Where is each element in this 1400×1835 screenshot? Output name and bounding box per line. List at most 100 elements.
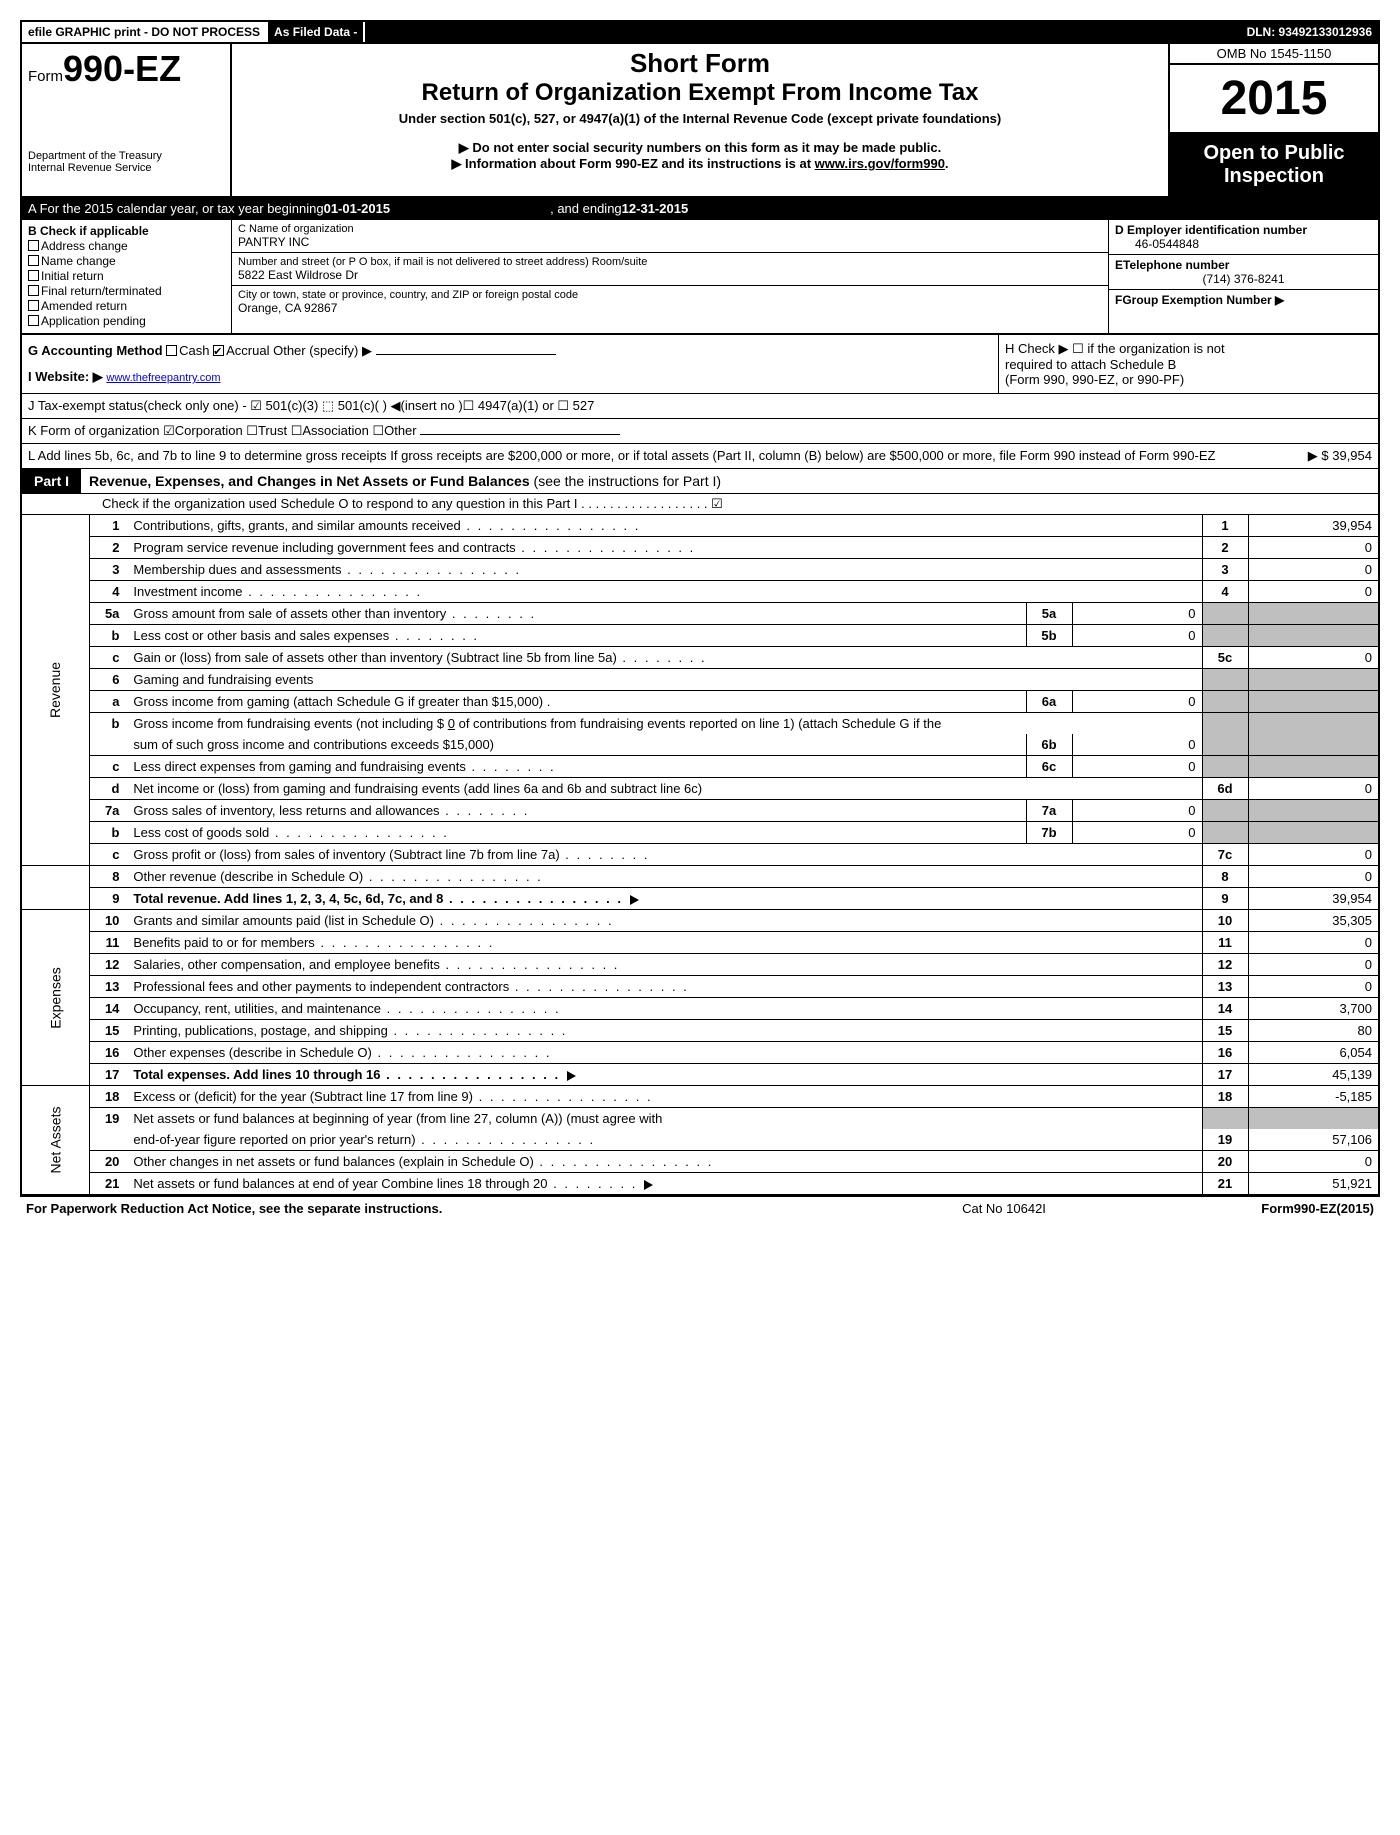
org-name-row: C Name of organization PANTRY INC	[232, 220, 1108, 253]
ein-value: 46-0544848	[1115, 237, 1199, 251]
chk-address-change[interactable]: Address change	[28, 239, 225, 253]
footer-right: Form990-EZ(2015)	[1154, 1201, 1374, 1216]
note-info: ▶ Information about Form 990-EZ and its …	[240, 156, 1160, 172]
row-a-pre: A For the 2015 calendar year, or tax yea…	[28, 201, 324, 216]
tax-exempt-status: J Tax-exempt status(check only one) - ☑ …	[22, 394, 1378, 419]
line-9: 9 Total revenue. Add lines 1, 2, 3, 4, 5…	[22, 888, 1378, 910]
line-11: 11 Benefits paid to or for members 110	[22, 932, 1378, 954]
row-a-tax-year: A For the 2015 calendar year, or tax yea…	[22, 198, 1378, 220]
schedule-b-check: H Check ▶ ☐ if the organization is not r…	[998, 335, 1378, 393]
line-15: 15 Printing, publications, postage, and …	[22, 1020, 1378, 1042]
dln-number: DLN: 93492133012936	[1241, 22, 1378, 42]
chk-final-return[interactable]: Final return/terminated	[28, 284, 225, 298]
arrow-icon	[630, 895, 639, 905]
website-link[interactable]: www.thefreepantry.com	[106, 372, 220, 384]
form-header: Form990-EZ Department of the Treasury In…	[22, 44, 1378, 198]
efile-notice: efile GRAPHIC print - DO NOT PROCESS	[22, 22, 266, 42]
h-line1: H Check ▶ ☐ if the organization is not	[1005, 341, 1372, 357]
org-city-row: City or town, state or province, country…	[232, 286, 1108, 318]
line-13: 13 Professional fees and other payments …	[22, 976, 1378, 998]
side-net-assets: Net Assets	[22, 1086, 89, 1195]
header-right: OMB No 1545-1150 2015 Open to Public Ins…	[1168, 44, 1378, 196]
phone-label: ETelephone number	[1115, 258, 1229, 272]
line-5b: b Less cost or other basis and sales exp…	[22, 625, 1378, 647]
side-expenses: Expenses	[22, 910, 89, 1086]
form-number: Form990-EZ	[28, 48, 224, 90]
chk-application-pending[interactable]: Application pending	[28, 314, 225, 328]
line-6: 6 Gaming and fundraising events	[22, 669, 1378, 691]
org-name-label: C Name of organization	[238, 223, 1102, 235]
page-footer: For Paperwork Reduction Act Notice, see …	[20, 1197, 1380, 1220]
phone-row: ETelephone number (714) 376-8241	[1109, 255, 1378, 290]
org-addr-label: Number and street (or P O box, if mail i…	[238, 256, 1102, 268]
line-6a: a Gross income from gaming (attach Sched…	[22, 691, 1378, 713]
row-l-amount: ▶ $ 39,954	[1232, 448, 1372, 464]
line-19a: 19 Net assets or fund balances at beginn…	[22, 1108, 1378, 1130]
line-4: 4 Investment income 40	[22, 581, 1378, 603]
ein-label: D Employer identification number	[1115, 223, 1307, 237]
line-19b: end-of-year figure reported on prior yea…	[22, 1129, 1378, 1151]
form-990ez-page: efile GRAPHIC print - DO NOT PROCESS As …	[20, 20, 1380, 1197]
as-filed-label: As Filed Data -	[266, 22, 365, 42]
line-6d: d Net income or (loss) from gaming and f…	[22, 778, 1378, 800]
line-7a: 7a Gross sales of inventory, less return…	[22, 800, 1378, 822]
ein-row: D Employer identification number 46-0544…	[1109, 220, 1378, 255]
other-specify-line	[376, 354, 556, 355]
arrow-icon	[567, 1071, 576, 1081]
col-c: C Name of organization PANTRY INC Number…	[232, 220, 1108, 333]
row-gh: G Accounting Method Cash Accrual Other (…	[22, 335, 1378, 394]
form-no-big: 990-EZ	[63, 48, 181, 89]
chk-accrual[interactable]	[213, 345, 224, 356]
line-6b-top: b Gross income from fundraising events (…	[22, 713, 1378, 735]
note-info-post: .	[945, 156, 949, 171]
gross-receipts: L Add lines 5b, 6c, and 7b to line 9 to …	[22, 444, 1378, 469]
line-5a: 5a Gross amount from sale of assets othe…	[22, 603, 1378, 625]
top-bar: efile GRAPHIC print - DO NOT PROCESS As …	[22, 22, 1378, 44]
chk-cash[interactable]	[166, 345, 177, 356]
irs-link[interactable]: www.irs.gov/form990	[815, 156, 945, 171]
org-city: Orange, CA 92867	[238, 301, 1102, 315]
side-revenue: Revenue	[22, 515, 89, 866]
website-label: I Website: ▶	[28, 369, 106, 384]
org-addr-row: Number and street (or P O box, if mail i…	[232, 253, 1108, 286]
line-16: 16 Other expenses (describe in Schedule …	[22, 1042, 1378, 1064]
form-prefix: Form	[28, 68, 63, 85]
dept-irs: Internal Revenue Service	[28, 162, 224, 174]
title-return: Return of Organization Exempt From Incom…	[240, 79, 1160, 107]
g-label: G Accounting Method	[28, 343, 166, 358]
omb-number: OMB No 1545-1150	[1170, 44, 1378, 65]
h-line3: (Form 990, 990-EZ, or 990-PF)	[1005, 372, 1372, 387]
row-a-end: 12-31-2015	[622, 201, 689, 216]
row-a-mid: , and ending	[550, 201, 622, 216]
tax-year: 2015	[1170, 65, 1378, 134]
chk-name-change[interactable]: Name change	[28, 254, 225, 268]
line-20: 20 Other changes in net assets or fund b…	[22, 1151, 1378, 1173]
part-1-table: Revenue 1 Contributions, gifts, grants, …	[22, 515, 1378, 1195]
footer-left: For Paperwork Reduction Act Notice, see …	[26, 1201, 854, 1216]
header-center: Short Form Return of Organization Exempt…	[232, 44, 1168, 196]
line-3: 3 Membership dues and assessments 30	[22, 559, 1378, 581]
topbar-spacer	[365, 22, 1240, 42]
line-14: 14 Occupancy, rent, utilities, and maint…	[22, 998, 1378, 1020]
part-1-header: Part I Revenue, Expenses, and Changes in…	[22, 469, 1378, 494]
col-b: B Check if applicable Address change Nam…	[22, 220, 232, 333]
chk-initial-return[interactable]: Initial return	[28, 269, 225, 283]
col-b-head: B Check if applicable	[28, 224, 149, 238]
org-addr: 5822 East Wildrose Dr	[238, 268, 1102, 282]
row-l-text: L Add lines 5b, 6c, and 7b to line 9 to …	[28, 448, 1232, 464]
part-1-tag: Part I	[22, 469, 81, 493]
line-5c: c Gain or (loss) from sale of assets oth…	[22, 647, 1378, 669]
line-7c: c Gross profit or (loss) from sales of i…	[22, 844, 1378, 866]
subtitle: Under section 501(c), 527, or 4947(a)(1)…	[240, 111, 1160, 126]
line-6c: c Less direct expenses from gaming and f…	[22, 756, 1378, 778]
line-1: Revenue 1 Contributions, gifts, grants, …	[22, 515, 1378, 537]
h-line2: required to attach Schedule B	[1005, 357, 1372, 372]
note-info-pre: ▶ Information about Form 990-EZ and its …	[451, 156, 814, 171]
footer-center: Cat No 10642I	[854, 1201, 1154, 1216]
chk-amended-return[interactable]: Amended return	[28, 299, 225, 313]
line-8: 8 Other revenue (describe in Schedule O)…	[22, 866, 1378, 888]
other-org-line	[420, 434, 620, 435]
section-bcdef: B Check if applicable Address change Nam…	[22, 220, 1378, 335]
row-a-begin: 01-01-2015	[324, 201, 391, 216]
col-def: D Employer identification number 46-0544…	[1108, 220, 1378, 333]
